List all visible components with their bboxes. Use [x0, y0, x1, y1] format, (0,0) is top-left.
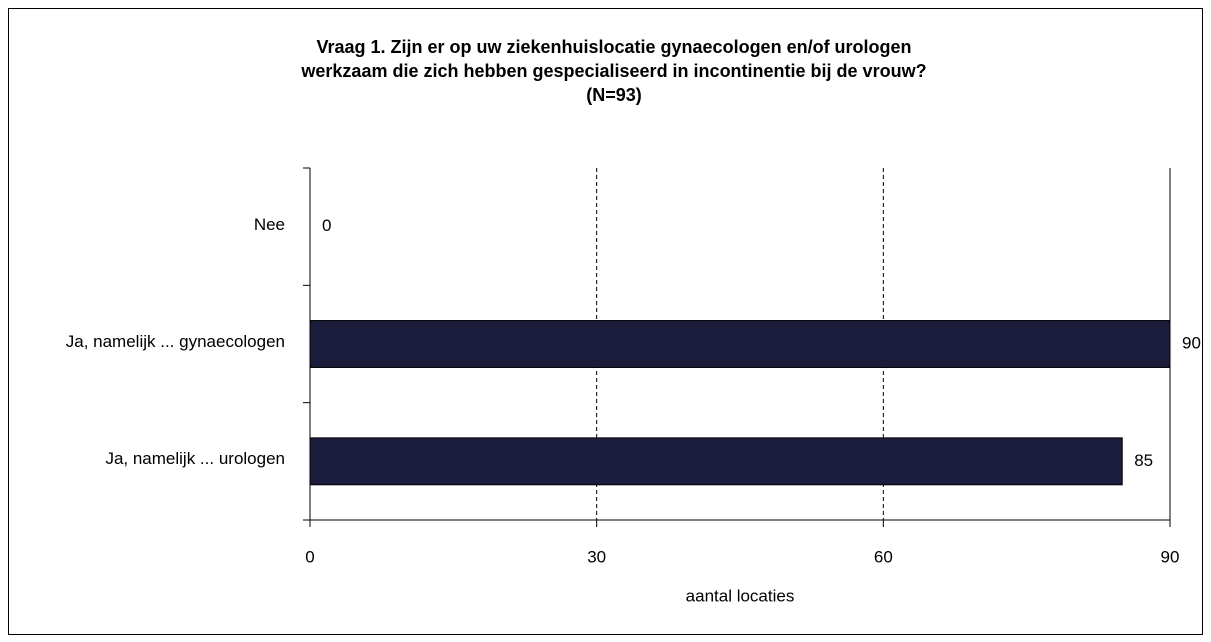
chart-title: (N=93)	[586, 85, 642, 105]
value-label: 0	[322, 216, 331, 235]
x-tick-label: 60	[874, 547, 893, 566]
y-tick-label: Nee	[253, 214, 285, 234]
bar	[309, 437, 1123, 486]
chart-border	[8, 8, 1203, 635]
chart-title: werkzaam die zich hebben gespecialiseerd…	[300, 61, 926, 81]
value-label: 90	[1182, 333, 1201, 352]
y-tick-label: Ja, namelijk ... gynaecologen	[65, 332, 285, 351]
bar	[309, 320, 1171, 368]
chart-title: Vraag 1. Zijn er op uw ziekenhuislocatie…	[316, 37, 911, 57]
x-axis-title: aantal locaties	[686, 586, 795, 605]
x-tick-label: 90	[1161, 547, 1180, 566]
x-tick-label: 30	[587, 547, 606, 566]
x-tick-label: 0	[305, 547, 314, 566]
value-label: 85	[1134, 451, 1153, 470]
y-tick-label: Ja, namelijk ... urologen	[105, 449, 285, 469]
